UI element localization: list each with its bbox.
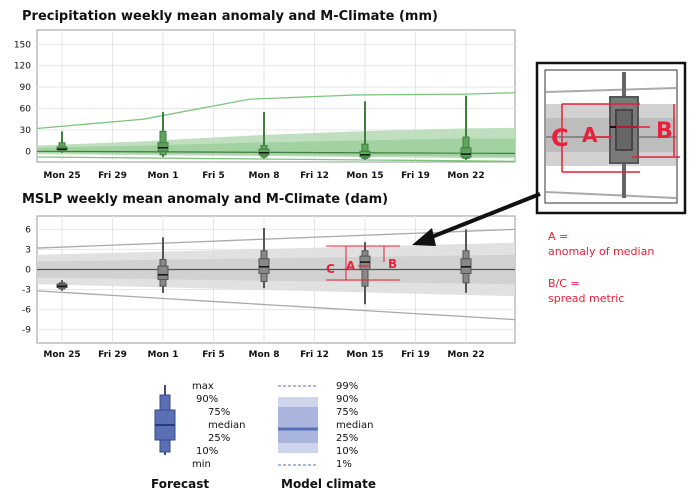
zoom-label-b: B bbox=[656, 119, 673, 144]
x-tick-label: Fri 19 bbox=[401, 350, 430, 360]
x-tick-label: Mon 22 bbox=[447, 350, 484, 360]
x-tick-label: Fri 12 bbox=[300, 350, 329, 360]
x-tick-label: Fri 12 bbox=[300, 171, 329, 181]
explain-a-body: anomaly of median bbox=[548, 245, 654, 258]
legend-forecast-label: 10% bbox=[196, 446, 218, 457]
mslp-panel: 6 3 0 -3 -6 -9 Mon 25 Fri 29 Mon 1 Fri 5 Mon 8 Fri … bbox=[22, 215, 516, 360]
box-upper-tail bbox=[159, 130, 167, 144]
legend-climate-label: median bbox=[336, 420, 374, 431]
box-lower-tail bbox=[58, 287, 66, 290]
box-upper-tail bbox=[58, 142, 66, 148]
box-upper-tail bbox=[159, 258, 167, 267]
pointer-arrow bbox=[412, 192, 541, 246]
box-upper-tail bbox=[462, 250, 470, 260]
climate-median-line bbox=[36, 150, 516, 155]
y-tick-label: 120 bbox=[14, 62, 31, 72]
legend-climate-title: Model climate bbox=[281, 477, 376, 491]
y-tick-label: 90 bbox=[20, 83, 32, 93]
legend-forecast-label: 75% bbox=[208, 407, 230, 418]
legend-climate-label: 10% bbox=[336, 446, 358, 457]
x-tick-label: Fri 5 bbox=[202, 171, 225, 181]
precip-panel: 150 120 90 60 30 0 Mon 25 Fri 29 Mon 1 Fri 5 Mon 8… bbox=[14, 29, 516, 181]
x-tick-label: Mon 25 bbox=[43, 171, 80, 181]
x-tick-label: Mon 8 bbox=[249, 171, 280, 181]
box-upper-tail bbox=[260, 250, 268, 260]
box-lower-tail bbox=[361, 268, 369, 287]
x-tick-label: Mon 1 bbox=[148, 171, 179, 181]
y-tick-label: -6 bbox=[22, 306, 31, 316]
x-tick-label: Mon 15 bbox=[346, 350, 383, 360]
y-tick-label: 3 bbox=[25, 245, 31, 255]
box-iqr bbox=[157, 265, 169, 281]
inline-label-b: B bbox=[388, 257, 397, 271]
box-upper-tail bbox=[260, 145, 268, 150]
box-lower-tail bbox=[361, 156, 369, 159]
legend-forecast-label: 90% bbox=[196, 394, 218, 405]
x-tick-label: Mon 15 bbox=[346, 171, 383, 181]
y-tick-label: 60 bbox=[20, 104, 32, 114]
legend-climate-label: 99% bbox=[336, 381, 358, 392]
y-tick-label: -3 bbox=[22, 286, 31, 296]
box-lower-tail bbox=[58, 149, 66, 152]
y-tick-label: 30 bbox=[20, 126, 32, 136]
legend-climate-label: 75% bbox=[336, 407, 358, 418]
x-tick-label: Fri 29 bbox=[98, 350, 127, 360]
mslp-title: MSLP weekly mean anomaly and M-Climate (… bbox=[22, 192, 388, 207]
legend-climate-label: 25% bbox=[336, 433, 358, 444]
box-upper-tail bbox=[462, 136, 470, 149]
legend: max 90% 75% median 25% 10% min Forecast 99% 90%… bbox=[151, 381, 376, 491]
zoom-label-a: A bbox=[582, 123, 598, 147]
explain-bc-body: spread metric bbox=[548, 292, 624, 305]
x-tick-label: Fri 29 bbox=[98, 171, 127, 181]
box-lower-tail bbox=[159, 279, 167, 287]
legend-climate-label: 1% bbox=[336, 459, 352, 470]
x-tick-label: Mon 22 bbox=[447, 171, 484, 181]
inline-label-a: A bbox=[346, 259, 356, 273]
climate-p99-line bbox=[36, 228, 516, 249]
x-tick-label: Fri 19 bbox=[401, 171, 430, 181]
explanation: A = anomaly of median B/C = spread metri… bbox=[548, 230, 654, 305]
box-lower-tail bbox=[462, 156, 470, 159]
explain-bc-title: B/C = bbox=[548, 277, 580, 290]
y-tick-label: 6 bbox=[25, 225, 31, 235]
x-tick-label: Mon 25 bbox=[43, 350, 80, 360]
x-tick-label: Fri 5 bbox=[202, 350, 225, 360]
x-tick-label: Mon 1 bbox=[148, 350, 179, 360]
zoom-inset: C A B bbox=[535, 61, 687, 215]
legend-forecast-label: max bbox=[192, 381, 214, 392]
y-tick-label: -9 bbox=[22, 326, 31, 336]
y-tick-label: 0 bbox=[25, 265, 31, 275]
x-tick-label: Mon 8 bbox=[249, 350, 280, 360]
climate-p1-line bbox=[36, 290, 516, 321]
legend-forecast-title: Forecast bbox=[151, 477, 209, 491]
box-iqr bbox=[460, 147, 472, 158]
inline-annotation: C A B bbox=[326, 245, 400, 281]
precip-title: Precipitation weekly mean anomaly and M-… bbox=[22, 9, 438, 24]
legend-forecast-label: median bbox=[208, 420, 246, 431]
zoom-label-c: C bbox=[551, 124, 569, 152]
box-lower-tail bbox=[260, 272, 268, 283]
y-tick-label: 0 bbox=[25, 147, 31, 157]
legend-climate-label: 90% bbox=[336, 394, 358, 405]
legend-forecast-label: min bbox=[192, 459, 211, 470]
box-lower-tail bbox=[159, 150, 167, 156]
climate-p1-line bbox=[36, 156, 516, 162]
box-upper-tail bbox=[361, 250, 369, 257]
inline-label-c: C bbox=[326, 262, 335, 276]
box-upper-tail bbox=[361, 143, 369, 152]
y-tick-label: 150 bbox=[14, 40, 31, 50]
legend-forecast-label: 25% bbox=[208, 433, 230, 444]
box-lower-tail bbox=[462, 272, 470, 284]
box-lower-tail bbox=[260, 154, 268, 158]
explain-a-title: A = bbox=[548, 230, 568, 243]
climate-p99-line bbox=[36, 92, 516, 130]
